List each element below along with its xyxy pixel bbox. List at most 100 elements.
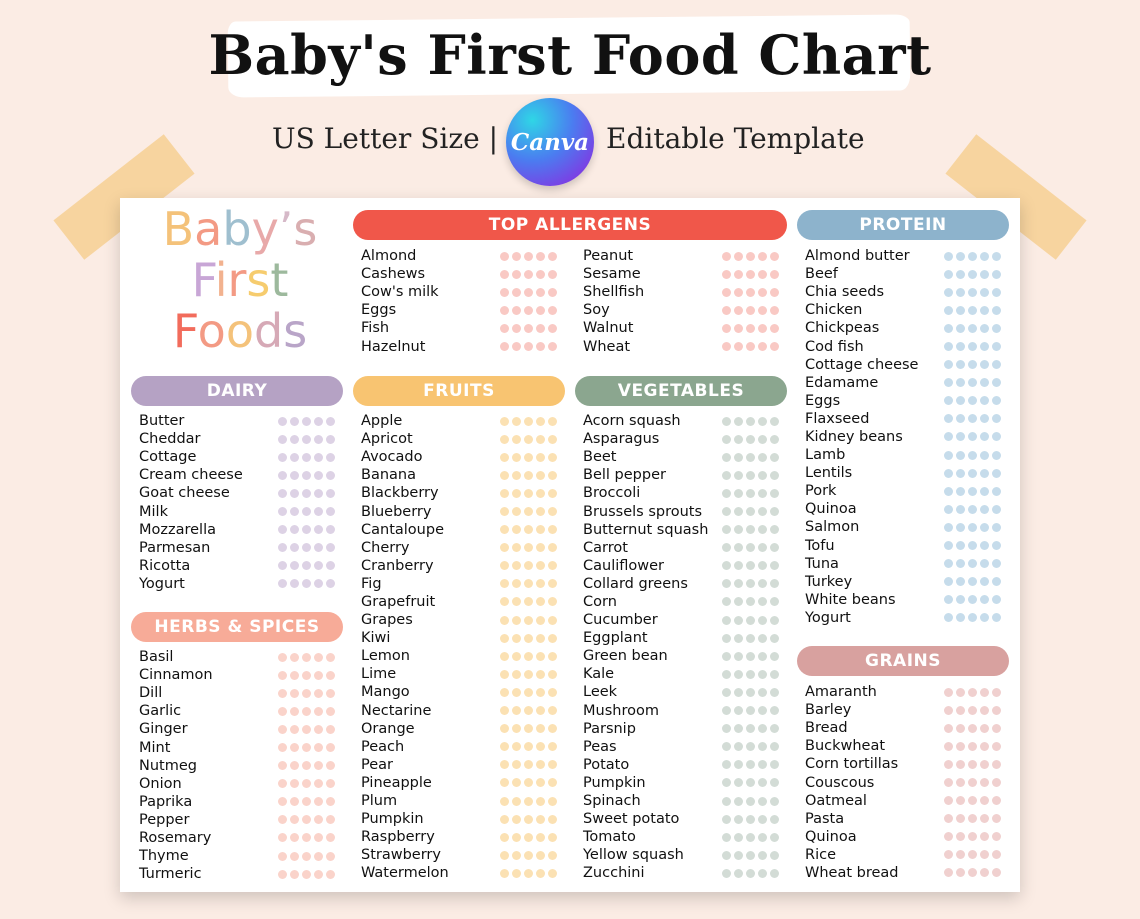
food-item-label: Carrot [583, 539, 628, 556]
tracker-dots [944, 360, 1003, 370]
food-item-label: Ricotta [139, 557, 191, 574]
tracker-dot [956, 468, 965, 478]
food-item: Ginger [139, 720, 337, 738]
food-item-label: Lamb [805, 447, 846, 464]
tracker-dot [944, 378, 953, 388]
tracker-dot [524, 342, 533, 352]
tracker-dots [278, 525, 337, 535]
protein-list: Almond butter Beef Chia seeds Chicken Chickp… [805, 247, 1003, 627]
food-item: Cantaloupe [361, 521, 559, 539]
food-item: Mint [139, 738, 337, 756]
tracker-dot [722, 287, 731, 297]
tracker-dot [746, 323, 755, 333]
food-item: Cucumber [583, 611, 781, 629]
tracker-dot [302, 670, 311, 680]
tracker-dot [278, 869, 287, 879]
food-item-label: Orange [361, 720, 415, 737]
tracker-dot [944, 396, 953, 406]
tracker-dots [722, 543, 781, 553]
tracker-dot [734, 814, 743, 824]
food-item-label: Goat cheese [139, 485, 230, 502]
tracker-dot [980, 759, 989, 769]
tracker-dot [968, 269, 977, 279]
tracker-dot [956, 778, 965, 788]
tracker-dot [968, 559, 977, 569]
food-item: Plum [361, 792, 559, 810]
tracker-dot [770, 525, 779, 535]
tracker-dot [548, 669, 557, 679]
tracker-dots [944, 595, 1003, 605]
tracker-dot [278, 561, 287, 571]
food-item: Kale [583, 665, 781, 683]
food-item-label: Walnut [583, 320, 634, 337]
tracker-dot [992, 360, 1001, 370]
tracker-dot [722, 832, 731, 842]
tracker-dot [992, 522, 1001, 532]
tracker-dot [944, 832, 953, 842]
tracker-dot [524, 269, 533, 279]
tracker-dot [500, 778, 509, 788]
food-item-label: Quinoa [805, 828, 857, 845]
tracker-dot [992, 432, 1001, 442]
food-item-label: Potato [583, 756, 630, 773]
tracker-dots [722, 778, 781, 788]
tracker-dots [278, 670, 337, 680]
tracker-dot [980, 559, 989, 569]
food-item: Almond butter [805, 247, 1003, 265]
tracker-dot [500, 488, 509, 498]
tracker-dot [770, 434, 779, 444]
tracker-dot [278, 779, 287, 789]
food-item-label: Thyme [139, 848, 189, 865]
tracker-dot [524, 287, 533, 297]
tracker-dot [536, 832, 545, 842]
tracker-dot [302, 869, 311, 879]
tracker-dot [734, 724, 743, 734]
tracker-dot [302, 706, 311, 716]
tracker-dot [512, 416, 521, 426]
tracker-dot [314, 851, 323, 861]
tracker-dots [944, 269, 1003, 279]
tracker-dot [548, 525, 557, 535]
tracker-dot [548, 416, 557, 426]
food-item: Quinoa [805, 500, 1003, 518]
food-item: Onion [139, 775, 337, 793]
tracker-dot [524, 633, 533, 643]
tracker-dot [992, 705, 1001, 715]
vegetables-list: Acorn squash Asparagus Beet Bell pepper Broc… [583, 412, 781, 882]
tracker-dot [992, 396, 1001, 406]
tracker-dot [734, 488, 743, 498]
tracker-dot [290, 688, 299, 698]
tracker-dot [770, 651, 779, 661]
tracker-dot [512, 615, 521, 625]
food-item: Dill [139, 684, 337, 702]
food-item-label: Leek [583, 684, 618, 701]
tracker-dot [956, 850, 965, 860]
tracker-dot [512, 525, 521, 535]
food-item: Rosemary [139, 829, 337, 847]
food-item-label: Brussels sprouts [583, 503, 703, 520]
food-item-label: Paprika [139, 793, 193, 810]
tracker-dot [734, 579, 743, 589]
tracker-dot [326, 434, 335, 444]
food-item: Hazelnut [361, 337, 559, 355]
tracker-dot [326, 525, 335, 535]
tracker-dot [500, 287, 509, 297]
food-item: Butter [139, 412, 337, 430]
tracker-dot [524, 434, 533, 444]
tracker-dots [500, 287, 559, 297]
tracker-dot [548, 760, 557, 770]
tracker-dot [314, 507, 323, 517]
tracker-dot [278, 797, 287, 807]
food-item-label: Cucumber [583, 612, 658, 629]
tracker-dot [512, 706, 521, 716]
tracker-dot [722, 579, 731, 589]
tracker-dots [500, 651, 559, 661]
tracker-dot [758, 452, 767, 462]
tracker-dot [512, 342, 521, 352]
tracker-dots [722, 323, 781, 333]
tracker-dot [536, 687, 545, 697]
tracker-dot [968, 287, 977, 297]
tracker-dot [980, 396, 989, 406]
tracker-dot [512, 687, 521, 697]
tracker-dots [944, 705, 1003, 715]
